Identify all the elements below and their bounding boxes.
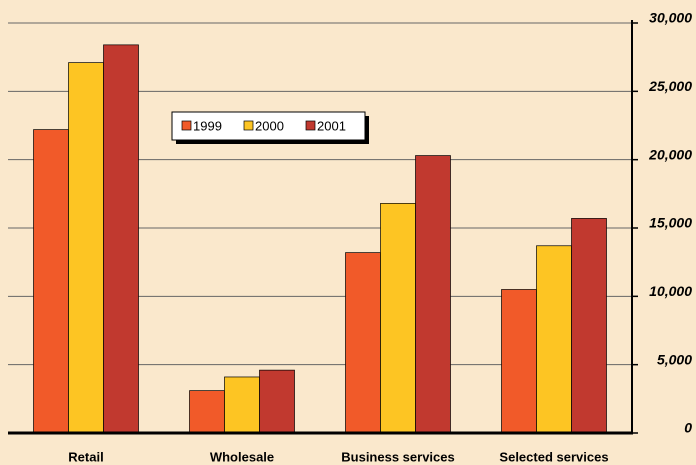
y-tick-label: 30,000 [649,10,692,26]
x-tick-label: Selected services [499,449,608,464]
x-tick-label: Retail [68,449,103,464]
y-tick-label: 0 [684,420,692,436]
y-tick-label: 5,000 [657,351,692,367]
bar [259,369,295,434]
legend-label: 2000 [255,118,284,133]
bar [345,252,381,434]
y-tick-label: 10,000 [649,283,692,299]
bar [536,245,572,434]
legend-label: 1999 [193,118,222,133]
legend-swatch [305,120,316,131]
y-tick-label: 25,000 [648,78,692,94]
legend-swatch [243,120,254,131]
bar [189,390,225,434]
bar [68,62,104,434]
y-tick-label: 15,000 [649,215,692,231]
bar [33,129,69,434]
legend-swatch [181,120,192,131]
x-tick-label: Wholesale [210,449,274,464]
bar [571,218,607,434]
x-tick-label: Business services [341,449,454,464]
bar [224,376,260,434]
legend [171,111,366,141]
bar [501,289,537,434]
bar [103,44,139,434]
y-tick-label: 20,000 [648,146,692,162]
legend-label: 2001 [317,118,346,133]
bar [415,155,451,434]
bar [380,203,416,434]
